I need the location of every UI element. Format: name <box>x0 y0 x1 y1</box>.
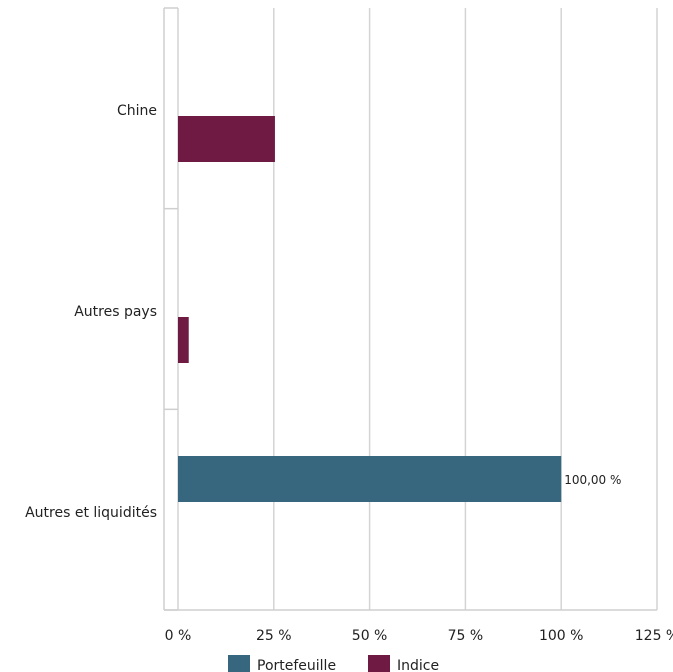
x-tick-label: 75 % <box>448 628 484 644</box>
category-label: Autres pays <box>74 304 157 320</box>
category-label: Autres et liquidités <box>25 505 157 521</box>
data-label: 100,00 % <box>564 473 621 487</box>
x-tick-label: 0 % <box>165 628 192 644</box>
bar-portefeuille-2 <box>178 456 562 502</box>
legend-swatch <box>228 655 250 672</box>
legend-item-indice[interactable]: Indice <box>368 655 439 672</box>
labels: 0 % 25 % 50 % 75 % 100 % 125 % Chine Autres pay… <box>25 103 673 644</box>
legend-item-portefeuille[interactable]: Portefeuille <box>228 655 336 672</box>
legend-swatch <box>368 655 390 672</box>
x-tick-label: 50 % <box>352 628 388 644</box>
x-tick-label: 100 % <box>539 628 583 644</box>
legend-label: Indice <box>397 658 439 672</box>
bars <box>178 116 562 502</box>
gridlines <box>177 8 658 610</box>
bar-indice-0 <box>178 116 275 162</box>
x-tick-label: 25 % <box>256 628 292 644</box>
x-tick-label: 125 % <box>635 628 673 644</box>
legend: Portefeuille Indice <box>228 655 439 672</box>
legend-label: Portefeuille <box>257 658 336 672</box>
category-label: Chine <box>117 103 157 119</box>
axes <box>163 7 657 611</box>
bar-indice-1 <box>178 317 189 363</box>
